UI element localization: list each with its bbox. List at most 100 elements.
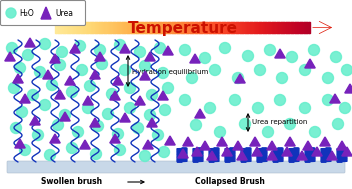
Circle shape bbox=[239, 119, 251, 129]
Circle shape bbox=[75, 40, 86, 51]
Polygon shape bbox=[267, 141, 277, 150]
Circle shape bbox=[146, 90, 157, 101]
Polygon shape bbox=[110, 91, 120, 100]
Polygon shape bbox=[233, 141, 243, 150]
Circle shape bbox=[187, 73, 197, 84]
Circle shape bbox=[76, 64, 88, 75]
Circle shape bbox=[114, 40, 126, 50]
Circle shape bbox=[322, 73, 333, 84]
Circle shape bbox=[6, 8, 16, 18]
Polygon shape bbox=[140, 71, 150, 80]
FancyBboxPatch shape bbox=[7, 161, 345, 173]
Circle shape bbox=[331, 51, 341, 63]
Circle shape bbox=[209, 64, 220, 75]
Polygon shape bbox=[192, 147, 202, 156]
Polygon shape bbox=[30, 116, 40, 125]
Text: Swollen brush: Swollen brush bbox=[42, 177, 102, 187]
Polygon shape bbox=[320, 137, 330, 146]
Circle shape bbox=[341, 64, 352, 75]
Circle shape bbox=[6, 43, 18, 53]
Circle shape bbox=[11, 122, 21, 133]
FancyBboxPatch shape bbox=[0, 1, 86, 26]
Circle shape bbox=[59, 109, 70, 121]
Circle shape bbox=[309, 126, 321, 138]
Polygon shape bbox=[250, 137, 260, 146]
Circle shape bbox=[84, 81, 95, 91]
Circle shape bbox=[145, 109, 156, 121]
Circle shape bbox=[254, 64, 265, 75]
Circle shape bbox=[67, 87, 77, 98]
Text: Urea repartition: Urea repartition bbox=[252, 119, 307, 125]
Circle shape bbox=[90, 149, 101, 160]
Polygon shape bbox=[55, 90, 65, 99]
Circle shape bbox=[57, 46, 68, 57]
Polygon shape bbox=[90, 70, 100, 79]
Polygon shape bbox=[120, 113, 130, 122]
Circle shape bbox=[17, 106, 27, 118]
Circle shape bbox=[275, 94, 285, 105]
Circle shape bbox=[214, 126, 226, 138]
Circle shape bbox=[180, 44, 190, 56]
Polygon shape bbox=[113, 76, 123, 85]
Polygon shape bbox=[50, 54, 60, 63]
Circle shape bbox=[155, 43, 165, 53]
Text: Temperature: Temperature bbox=[128, 22, 238, 36]
Circle shape bbox=[252, 102, 264, 114]
Polygon shape bbox=[178, 149, 188, 158]
Text: H₂O: H₂O bbox=[19, 9, 34, 18]
Circle shape bbox=[102, 108, 113, 119]
Polygon shape bbox=[43, 70, 53, 79]
Polygon shape bbox=[267, 151, 277, 160]
Circle shape bbox=[159, 105, 170, 115]
Polygon shape bbox=[190, 54, 200, 63]
Circle shape bbox=[27, 90, 38, 101]
Polygon shape bbox=[15, 139, 25, 148]
Circle shape bbox=[119, 64, 131, 75]
Circle shape bbox=[32, 129, 44, 140]
Polygon shape bbox=[20, 94, 30, 103]
Circle shape bbox=[107, 88, 118, 99]
Polygon shape bbox=[41, 7, 51, 19]
Circle shape bbox=[139, 150, 151, 161]
Polygon shape bbox=[183, 137, 193, 146]
Circle shape bbox=[180, 94, 190, 105]
Polygon shape bbox=[275, 49, 285, 58]
Polygon shape bbox=[305, 59, 315, 68]
Polygon shape bbox=[83, 96, 93, 105]
Circle shape bbox=[333, 119, 344, 129]
Polygon shape bbox=[195, 109, 205, 118]
Circle shape bbox=[157, 67, 169, 78]
Polygon shape bbox=[13, 74, 23, 83]
Circle shape bbox=[73, 126, 83, 138]
Polygon shape bbox=[222, 147, 232, 156]
Circle shape bbox=[230, 94, 240, 105]
Text: Urea: Urea bbox=[55, 9, 73, 18]
Circle shape bbox=[8, 83, 19, 94]
Circle shape bbox=[132, 122, 144, 133]
Circle shape bbox=[52, 119, 63, 130]
Circle shape bbox=[67, 143, 77, 153]
Circle shape bbox=[158, 146, 170, 157]
Polygon shape bbox=[237, 151, 247, 160]
Polygon shape bbox=[303, 141, 313, 150]
Circle shape bbox=[233, 73, 244, 84]
Circle shape bbox=[277, 73, 288, 84]
Circle shape bbox=[205, 102, 215, 114]
Polygon shape bbox=[145, 52, 155, 61]
Circle shape bbox=[125, 83, 136, 94]
Polygon shape bbox=[5, 52, 15, 61]
Circle shape bbox=[300, 102, 310, 114]
Circle shape bbox=[93, 121, 103, 132]
Polygon shape bbox=[163, 46, 173, 55]
Circle shape bbox=[220, 43, 231, 53]
Circle shape bbox=[39, 39, 50, 50]
Circle shape bbox=[284, 119, 295, 129]
Polygon shape bbox=[285, 137, 295, 146]
Polygon shape bbox=[120, 44, 130, 53]
Polygon shape bbox=[60, 112, 70, 121]
Polygon shape bbox=[312, 147, 322, 156]
Polygon shape bbox=[143, 140, 153, 149]
Polygon shape bbox=[337, 141, 347, 150]
Polygon shape bbox=[147, 118, 157, 127]
Circle shape bbox=[339, 102, 351, 114]
